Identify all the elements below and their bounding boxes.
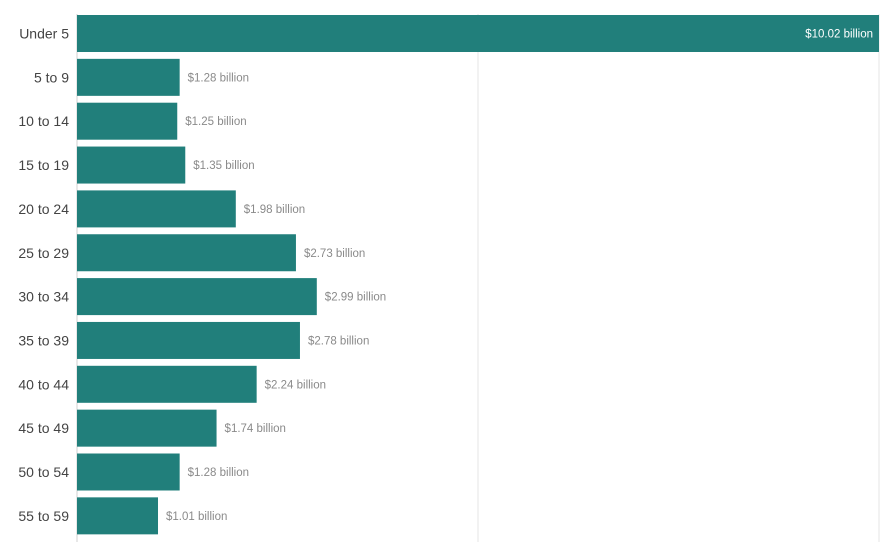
bar [77,15,879,52]
value-label: $1.35 billion [193,160,254,172]
value-labels: $10.02 billion $1.28 billion $1.25 billion… [166,29,873,523]
category-label: 40 to 44 [18,376,69,392]
category-label: 15 to 19 [18,157,69,173]
category-label: 5 to 9 [34,69,69,85]
bar [77,321,300,359]
grid-lines [76,14,880,542]
category-label: 30 to 34 [18,289,69,305]
bar [77,409,217,447]
value-label: $2.73 billion [304,248,365,260]
value-label: $2.99 billion [325,292,386,304]
category-label: 55 to 59 [18,508,69,524]
category-label: 10 to 14 [18,113,69,129]
category-label: Under 5 [19,26,69,42]
bar [77,58,180,96]
value-label: $1.74 billion [225,423,286,435]
bar [77,278,317,316]
value-label: $2.78 billion [308,335,369,347]
bar [77,497,159,535]
bar [77,234,296,272]
bar [77,146,186,184]
bar [77,365,257,403]
bar [77,453,180,491]
category-label: 50 to 54 [18,464,69,480]
category-label: 45 to 49 [18,420,69,436]
value-label: $10.02 billion [805,29,873,41]
value-label: $1.28 billion [188,467,249,479]
value-label: $1.98 billion [244,204,305,216]
value-label: $1.01 billion [166,511,227,523]
category-labels: Under 5 5 to 9 10 to 14 15 to 19 20 to 24 25 … [18,26,69,524]
value-label: $2.24 billion [265,379,326,391]
category-label: 25 to 29 [18,245,69,261]
value-label: $1.25 billion [185,116,246,128]
category-label: 20 to 24 [18,201,69,217]
bar [77,102,178,140]
value-label: $1.28 billion [188,72,249,84]
bars [77,15,879,535]
bar [77,190,236,228]
category-label: 35 to 39 [18,332,69,348]
